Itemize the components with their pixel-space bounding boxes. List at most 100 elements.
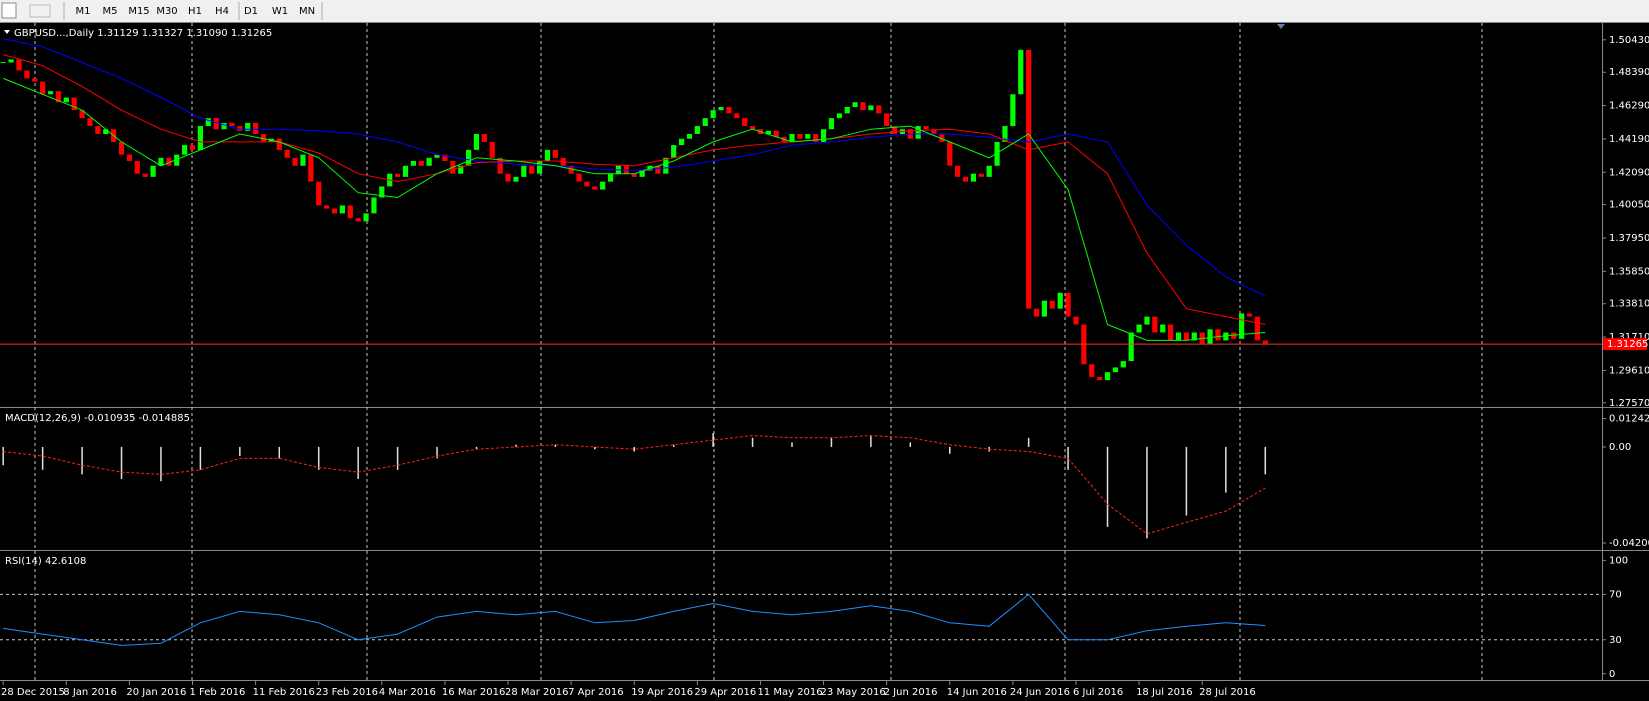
candle [671, 145, 677, 158]
y-tick-label: 1.33810 [1609, 299, 1649, 310]
x-tick-label: 24 Jun 2016 [1010, 687, 1070, 698]
candle [465, 149, 472, 166]
candle [773, 130, 779, 138]
x-tick-label: 23 Feb 2016 [316, 687, 378, 698]
candle [458, 165, 464, 174]
candle [639, 170, 645, 177]
timeframe-button[interactable]: M30 [156, 6, 177, 17]
candle [797, 133, 803, 139]
candle [150, 165, 156, 177]
timeframe-button[interactable]: H1 [188, 6, 202, 17]
candle [1010, 94, 1016, 127]
candle [1183, 332, 1189, 341]
candle [1112, 367, 1119, 373]
timeframe-button[interactable]: M1 [76, 6, 91, 17]
candle [702, 118, 708, 127]
candle [1049, 300, 1055, 309]
candle [876, 105, 882, 114]
candle [126, 154, 133, 161]
timeframe-button[interactable]: M15 [128, 6, 149, 17]
candle [986, 165, 992, 177]
x-tick-label: 23 May 2016 [821, 687, 886, 698]
x-tick-label: 29 Apr 2016 [694, 687, 756, 698]
timeframe-button[interactable]: MN [299, 6, 315, 17]
y-tick-label: 1.27570 [1609, 398, 1649, 409]
y-tick-label: 1.40050 [1609, 200, 1649, 211]
close: 1.31265 [231, 28, 272, 39]
candle [1191, 332, 1197, 341]
candle [300, 154, 306, 166]
timeframe-button[interactable]: D1 [244, 6, 258, 17]
dropdown-arrow[interactable] [4, 30, 10, 34]
candle [292, 157, 298, 166]
x-tick-label: 1 Feb 2016 [190, 687, 246, 698]
candle [40, 81, 46, 95]
candle [1254, 316, 1260, 341]
candle [742, 118, 748, 127]
candle [600, 181, 606, 190]
candle [955, 165, 961, 177]
symbol: GBPUSD...,Daily [14, 28, 94, 39]
candle [828, 118, 835, 130]
macd-label: MACD(12,26,9) -0.010935 -0.014885 [5, 413, 190, 424]
candle [395, 173, 401, 177]
candle [820, 129, 827, 142]
candle [87, 118, 93, 127]
y-tick-label: 1.37950 [1609, 233, 1649, 244]
candle [260, 133, 267, 142]
y-tick-label: -0.042007 [1609, 538, 1649, 549]
candle [592, 186, 598, 190]
x-tick-label: 20 Jan 2016 [126, 687, 186, 698]
candle [253, 122, 259, 134]
candle [229, 122, 235, 127]
timeframe-button[interactable]: H4 [215, 6, 229, 17]
candle [1128, 332, 1134, 362]
toolbar-icon[interactable] [29, 4, 51, 18]
shift-marker[interactable] [1277, 24, 1285, 29]
candle [584, 181, 590, 187]
candle [718, 106, 724, 111]
rsi-label: RSI(14) 42.6108 [5, 556, 86, 567]
candle [852, 102, 858, 107]
candle [134, 160, 140, 174]
y-tick-label: 100 [1609, 555, 1628, 566]
timeframe-button[interactable]: W1 [272, 6, 288, 17]
candle [544, 149, 551, 161]
candle [1152, 316, 1158, 333]
x-tick-label: 14 Jun 2016 [947, 687, 1007, 698]
y-tick-label: 1.42090 [1609, 167, 1649, 178]
toolbar-icon[interactable] [1, 2, 17, 19]
x-tick-label: 6 Jul 2016 [1073, 687, 1123, 698]
candle [1223, 332, 1229, 341]
candle [347, 205, 353, 219]
candle [1262, 340, 1268, 344]
candle [868, 105, 874, 111]
candle [1057, 292, 1063, 309]
timeframe-button[interactable]: M5 [103, 6, 118, 17]
price-label-box [1603, 338, 1647, 351]
y-tick-label: 1.46290 [1609, 101, 1649, 112]
candle [1207, 329, 1213, 344]
x-tick-label: 28 Jul 2016 [1199, 687, 1256, 698]
candle [182, 145, 188, 155]
candle [71, 97, 77, 111]
candle [678, 138, 685, 146]
candle [1175, 332, 1182, 341]
candle [205, 118, 211, 127]
candle [529, 165, 535, 174]
candle [166, 157, 172, 166]
candle [607, 173, 614, 182]
candle [379, 186, 385, 198]
candle [213, 118, 219, 130]
low: 1.31090 [186, 28, 227, 39]
candle [978, 173, 984, 177]
y-tick-label: 0.012424 [1609, 414, 1649, 425]
candle [1065, 292, 1071, 317]
candle [1041, 300, 1048, 317]
price-label: 1.31265 [1607, 339, 1648, 350]
candle [339, 205, 345, 214]
x-tick-label: 19 Apr 2016 [631, 687, 693, 698]
x-tick-label: 16 Mar 2016 [442, 687, 505, 698]
